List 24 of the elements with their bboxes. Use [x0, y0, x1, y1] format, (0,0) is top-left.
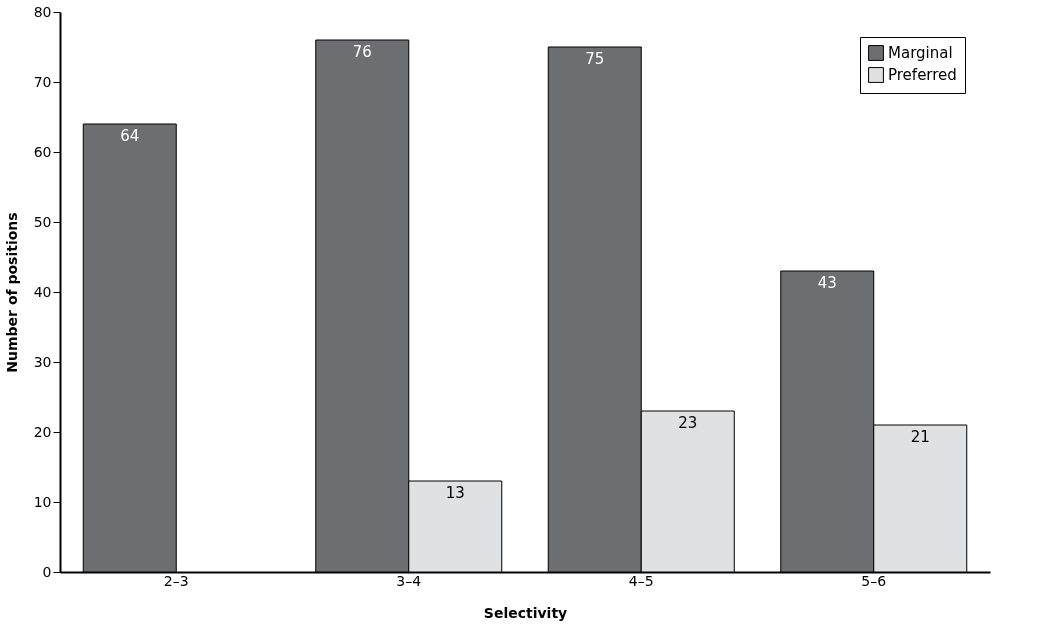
- y-tick-label: 30: [33, 353, 52, 370]
- y-tick-label: 50: [33, 213, 52, 230]
- x-tick-label: 4–5: [628, 572, 654, 589]
- y-tick-label: 60: [33, 143, 52, 160]
- legend-label: Marginal: [888, 44, 953, 62]
- data-label: 75: [585, 50, 605, 68]
- data-label: 43: [817, 274, 837, 292]
- y-tick-label: 80: [33, 3, 52, 20]
- x-axis-title: Selectivity: [483, 604, 568, 621]
- y-tick-label: 20: [33, 423, 52, 440]
- y-tick-label: 10: [33, 493, 52, 510]
- y-tick-label: 0: [42, 563, 52, 580]
- y-tick-label: 40: [33, 283, 52, 300]
- y-tick-label: 70: [33, 73, 52, 90]
- legend-label: Preferred: [888, 66, 957, 84]
- data-label: 76: [352, 43, 372, 61]
- data-label: 64: [120, 127, 140, 145]
- data-label: 13: [445, 484, 465, 502]
- x-tick-label: 5–6: [861, 572, 887, 589]
- x-tick-label: 2–3: [163, 572, 189, 589]
- x-tick-label: 3–4: [396, 572, 422, 589]
- data-label: 21: [910, 428, 930, 446]
- y-axis-title: Number of positions: [3, 212, 20, 373]
- data-label: 23: [678, 414, 698, 432]
